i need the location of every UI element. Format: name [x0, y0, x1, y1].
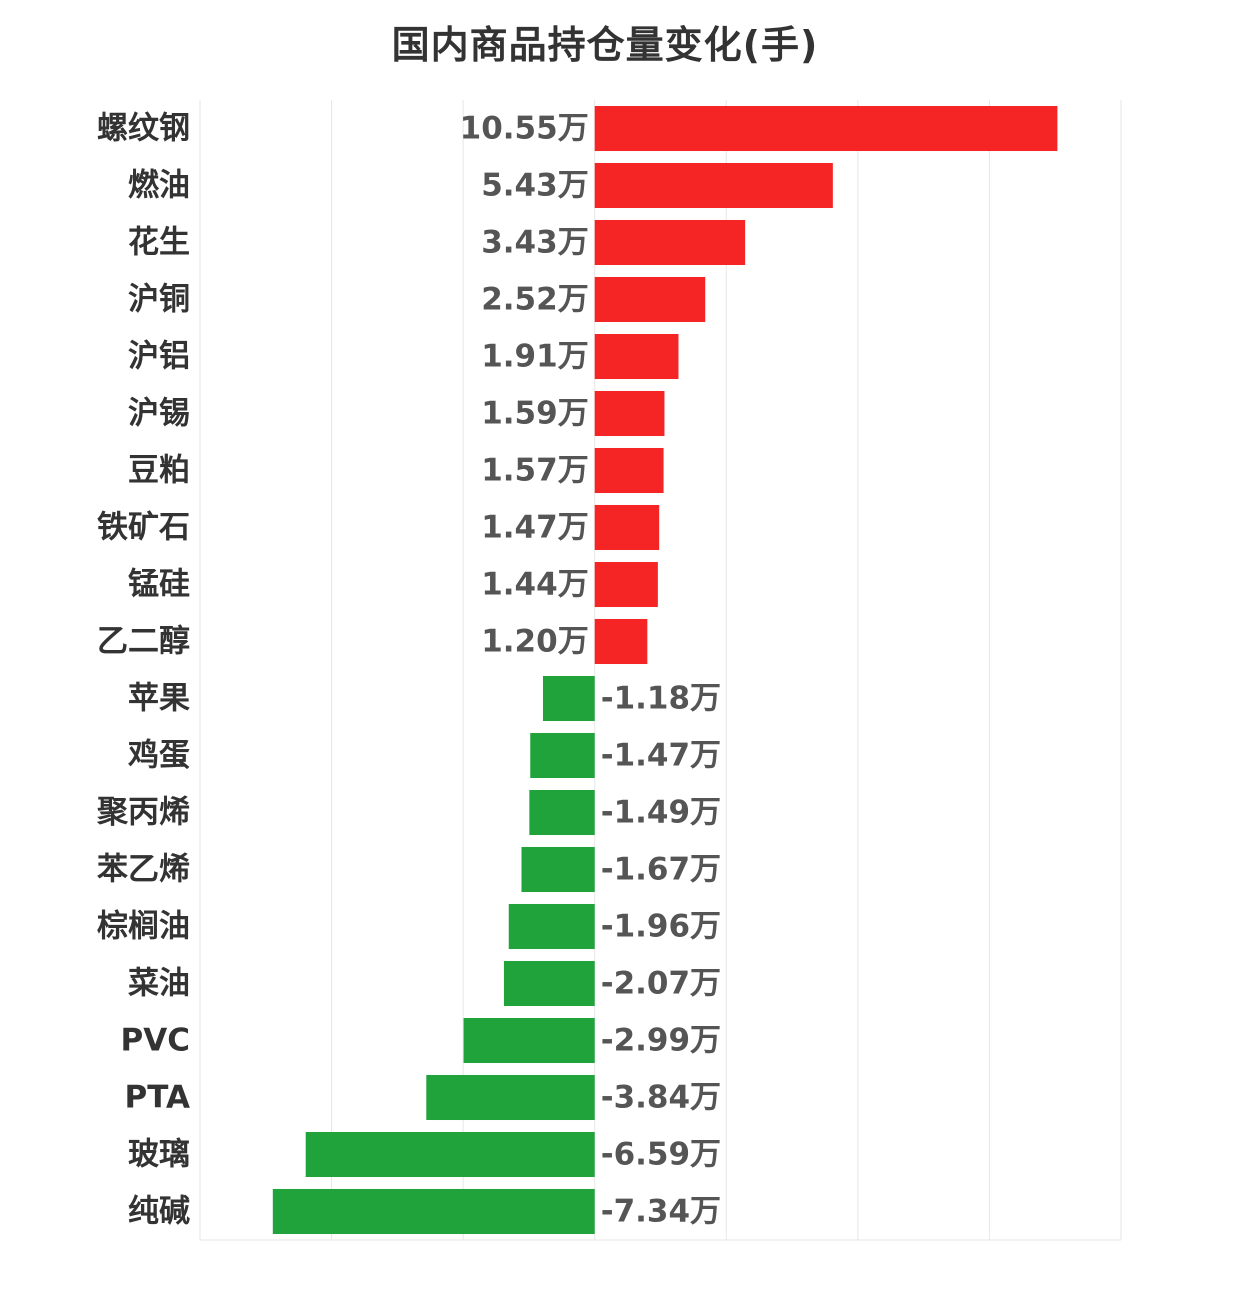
category-label: 花生 — [128, 225, 190, 261]
data-label: 10.55万 — [460, 111, 589, 147]
data-label: 1.57万 — [481, 453, 589, 489]
bar — [426, 1074, 595, 1121]
data-label: 3.43万 — [481, 225, 589, 261]
data-label: 1.47万 — [481, 510, 589, 546]
bar — [594, 219, 746, 266]
value-labels: 10.55万 5.43万 3.43万 2.52万 1.91万 1.59万 1.57万 1.47… — [460, 111, 721, 1230]
data-label: -6.59万 — [601, 1137, 721, 1173]
data-label: -1.67万 — [601, 852, 721, 888]
data-label: -7.34万 — [601, 1194, 721, 1230]
category-label: 沪铝 — [128, 339, 190, 375]
category-label: PTA — [125, 1080, 190, 1116]
data-label: -2.07万 — [601, 966, 721, 1002]
bar — [594, 447, 664, 494]
data-label: 1.20万 — [481, 624, 589, 660]
data-label: 1.91万 — [481, 339, 589, 375]
data-label: -1.96万 — [601, 909, 721, 945]
bar — [594, 390, 665, 437]
bar — [530, 732, 595, 779]
category-label: 螺纹钢 — [97, 111, 190, 147]
bar — [594, 276, 706, 323]
bars — [272, 105, 1058, 1235]
data-label: 1.44万 — [481, 567, 589, 603]
category-label: 纯碱 — [128, 1194, 190, 1230]
category-label: 锰硅 — [128, 567, 190, 603]
category-label: 沪铜 — [128, 282, 190, 318]
category-label: 鸡蛋 — [127, 738, 190, 774]
data-label: 5.43万 — [481, 168, 589, 204]
category-label: 铁矿石 — [97, 510, 190, 546]
category-label: 苹果 — [128, 681, 190, 717]
bar — [594, 333, 679, 380]
bar — [529, 789, 595, 836]
bar — [272, 1188, 595, 1235]
category-label: 苯乙烯 — [97, 852, 190, 888]
bar — [594, 504, 660, 551]
bar — [594, 561, 658, 608]
category-label: PVC — [121, 1023, 190, 1059]
grid-lines — [199, 100, 1122, 1241]
category-label: 沪锡 — [128, 396, 190, 432]
bar — [305, 1131, 595, 1178]
chart-title: 国内商品持仓量变化(手) — [391, 23, 819, 67]
data-label: 1.59万 — [481, 396, 589, 432]
bar — [594, 618, 648, 665]
bar — [521, 846, 595, 893]
data-label: -1.47万 — [601, 738, 721, 774]
bar — [594, 105, 1058, 152]
category-label: 菜油 — [128, 966, 190, 1002]
bar — [594, 162, 833, 209]
bar — [508, 903, 595, 950]
category-label: 棕榈油 — [97, 909, 190, 945]
category-label: 聚丙烯 — [96, 795, 190, 831]
category-label: 玻璃 — [128, 1137, 190, 1173]
data-label: -3.84万 — [601, 1080, 721, 1116]
bar — [503, 960, 595, 1007]
category-label: 燃油 — [128, 168, 190, 204]
data-label: -2.99万 — [601, 1023, 721, 1059]
data-label: 2.52万 — [481, 282, 589, 318]
bar — [542, 675, 595, 722]
category-label: 乙二醇 — [97, 624, 190, 660]
data-label: -1.18万 — [601, 681, 721, 717]
data-label: -1.49万 — [601, 795, 721, 831]
bar — [463, 1017, 595, 1064]
category-label: 豆粕 — [128, 453, 190, 489]
